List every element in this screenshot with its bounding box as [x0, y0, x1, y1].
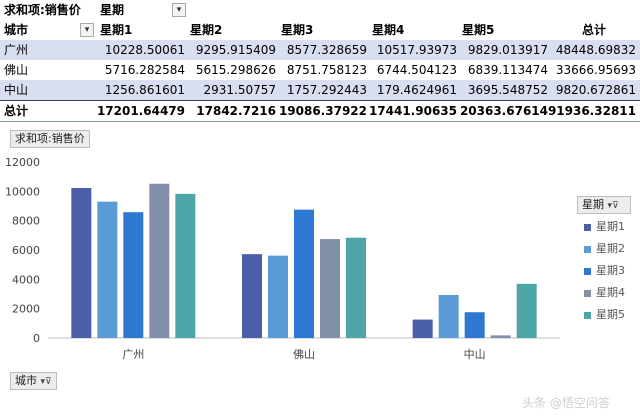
total-cell: 20363.67614 [459, 104, 548, 118]
legend-label: 星期1 [596, 220, 625, 233]
legend-field-button[interactable]: 星期 ▾⊽ [577, 196, 631, 214]
cell: 1757.292443 [286, 83, 367, 97]
header-col-total: 总计 [582, 23, 607, 37]
cell: 3695.548752 [467, 83, 548, 97]
bar[interactable] [175, 193, 196, 338]
total-row: 总计 17201.64479 17842.7216 19086.37922 17… [0, 100, 640, 122]
row-label: 广州 [4, 43, 29, 57]
y-tick-label: 2000 [12, 303, 40, 316]
pivot-header-row: 城市 ▾ 星期1 星期2 星期3 星期4 星期5 总计 [0, 20, 640, 41]
y-tick-label: 8000 [12, 215, 40, 228]
bar[interactable] [149, 183, 170, 338]
y-tick-label: 10000 [5, 185, 40, 198]
total-cell: 17201.64479 [96, 104, 185, 118]
legend-swatch [584, 267, 591, 275]
bar[interactable] [71, 187, 92, 338]
cell: 5716.282584 [104, 63, 185, 77]
y-tick-label: 12000 [5, 156, 40, 169]
filter-icon: ▾⊽ [40, 377, 52, 387]
row-filter-button[interactable]: ▾ [80, 23, 94, 37]
legend-item[interactable]: 星期2 [584, 242, 625, 256]
x-tick-label: 佛山 [293, 348, 315, 361]
legend-label: 星期2 [596, 242, 625, 255]
column-filter-button[interactable]: ▾ [172, 3, 186, 17]
legend-swatch [584, 223, 591, 231]
cell: 9295.915409 [195, 43, 276, 57]
bar[interactable] [268, 255, 288, 338]
bar[interactable] [516, 283, 537, 338]
x-tick-label: 中山 [464, 348, 486, 361]
cell: 8577.328659 [286, 43, 367, 57]
table-row: 中山 1256.861601 2931.50757 1757.292443 17… [0, 80, 640, 100]
value-field-label: 求和项:销售价 [4, 3, 81, 17]
bar[interactable] [294, 209, 314, 338]
bar[interactable] [346, 237, 366, 338]
table-row: 佛山 5716.282584 5615.298626 8751.758123 6… [0, 60, 640, 80]
legend-label: 星期5 [596, 308, 625, 321]
legend-label: 星期3 [596, 264, 625, 277]
bar[interactable] [490, 335, 511, 338]
total-label: 总计 [4, 104, 29, 118]
total-cell: 91936.32811 [547, 104, 636, 118]
cell: 48448.69832 [555, 43, 636, 57]
pivot-field-row: 求和项:销售价 星期 ▾ [0, 0, 640, 20]
total-cell: 17441.90635 [368, 104, 457, 118]
axis-field-button[interactable]: 城市 ▾⊽ [10, 372, 57, 390]
header-col-4: 星期4 [372, 23, 405, 37]
cell: 179.4624961 [376, 83, 457, 97]
cell: 8751.758123 [286, 63, 367, 77]
legend-swatch [584, 289, 591, 297]
cell: 5615.298626 [195, 63, 276, 77]
legend-item[interactable]: 星期4 [584, 286, 625, 300]
header-col-2: 星期2 [190, 23, 223, 37]
bar-chart-svg: 0 2000 4000 6000 8000 10000 12000 广州 佛山 中山 [5, 156, 560, 361]
legend-title: 星期 [582, 198, 604, 211]
legend-item[interactable]: 星期1 [584, 220, 625, 234]
cell: 6744.504123 [376, 63, 457, 77]
cell: 1256.861601 [104, 83, 185, 97]
header-col-5: 星期5 [462, 23, 495, 37]
filter-icon: ▾⊽ [607, 201, 619, 211]
y-tick-label: 4000 [12, 273, 40, 286]
pivot-table: 求和项:销售价 星期 ▾ 城市 ▾ 星期1 星期2 星期3 星期4 星期5 总计… [0, 0, 640, 122]
bar[interactable] [438, 295, 459, 338]
watermark: 头条 @悟空问答 [522, 396, 610, 410]
cell: 33666.95693 [555, 63, 636, 77]
cell: 9820.672861 [555, 83, 636, 97]
row-field-label: 城市 [4, 23, 29, 37]
legend-swatch [584, 311, 591, 319]
value-field-button[interactable]: 求和项:销售价 [10, 130, 90, 148]
cell: 2931.50757 [203, 83, 276, 97]
legend-swatch [584, 245, 591, 253]
bar[interactable] [320, 239, 340, 338]
column-field-label: 星期 [100, 3, 125, 17]
header-col-3: 星期3 [281, 23, 314, 37]
bar[interactable] [97, 201, 118, 338]
bar[interactable] [464, 312, 485, 338]
cell: 9829.013917 [467, 43, 548, 57]
bar[interactable] [123, 212, 144, 338]
table-row: 广州 10228.50061 9295.915409 8577.328659 1… [0, 40, 640, 60]
x-tick-label: 广州 [122, 348, 144, 361]
cell: 10517.93973 [376, 43, 457, 57]
cell: 10228.50061 [104, 43, 185, 57]
legend-item[interactable]: 星期3 [584, 264, 625, 278]
total-cell: 17842.7216 [196, 104, 276, 118]
legend-item[interactable]: 星期5 [584, 308, 625, 322]
bar[interactable] [242, 254, 262, 338]
total-cell: 19086.37922 [278, 104, 367, 118]
row-label: 佛山 [4, 63, 29, 77]
y-tick-label: 6000 [12, 244, 40, 257]
header-col-1: 星期1 [100, 23, 133, 37]
row-label: 中山 [4, 83, 29, 97]
pivot-chart: 求和项:销售价 0 2000 4000 6000 8000 10000 12000 广州 佛山 中… [0, 122, 640, 418]
axis-field-label: 城市 [15, 374, 37, 387]
legend-label: 星期4 [596, 286, 625, 299]
cell: 6839.113474 [467, 63, 548, 77]
bar[interactable] [412, 319, 433, 338]
y-tick-label: 0 [33, 332, 40, 345]
